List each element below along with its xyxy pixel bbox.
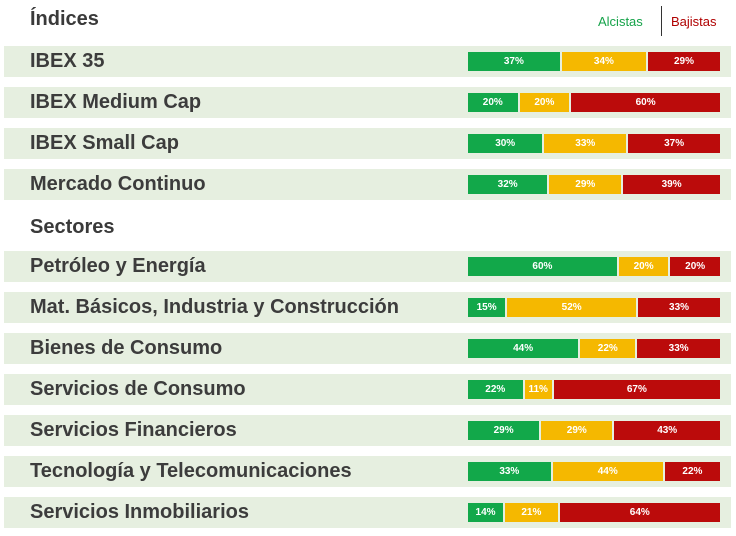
row-label: Mercado Continuo — [30, 173, 206, 195]
flat-segment: 29% — [541, 421, 613, 440]
up-segment: 22% — [468, 380, 523, 399]
down-segment: 33% — [638, 298, 720, 317]
down-segment: 29% — [648, 52, 720, 71]
breadth-row: Servicios Financieros 29% 29% 43% — [4, 415, 731, 446]
breadth-row: IBEX 35 37% 34% 29% — [4, 46, 731, 77]
row-label: Servicios Inmobiliarios — [30, 501, 249, 523]
up-segment: 29% — [468, 421, 540, 440]
stacked-bar: 22% 11% 67% — [468, 380, 720, 399]
flat-segment: 20% — [618, 257, 669, 276]
breadth-row: Mercado Continuo 32% 29% 39% — [4, 169, 731, 200]
row-label: Mat. Básicos, Industria y Construcción — [30, 296, 399, 318]
row-label: IBEX Medium Cap — [30, 91, 202, 113]
up-segment: 14% — [468, 503, 504, 522]
down-segment: 64% — [559, 503, 720, 522]
down-segment: 39% — [623, 175, 720, 194]
stacked-bar: 14% 21% 64% — [468, 503, 720, 522]
stacked-bar: 60% 20% 20% — [468, 257, 720, 276]
stacked-bar: 20% 20% 60% — [468, 93, 720, 112]
row-label: Servicios de Consumo — [30, 378, 246, 400]
row-label: Petróleo y Energía — [30, 255, 206, 277]
breadth-row: IBEX Small Cap 30% 33% 37% — [4, 128, 731, 159]
row-label: IBEX Small Cap — [30, 132, 179, 154]
up-segment: 33% — [468, 462, 551, 481]
row-label: Servicios Financieros — [30, 419, 237, 441]
stacked-bar: 37% 34% 29% — [468, 52, 720, 71]
flat-segment: 33% — [544, 134, 627, 153]
flat-segment: 34% — [561, 52, 647, 71]
breadth-row: Petróleo y Energía 60% 20% 20% — [4, 251, 731, 282]
flat-segment: 20% — [519, 93, 570, 112]
up-segment: 60% — [468, 257, 617, 276]
row-label: IBEX 35 — [30, 50, 105, 72]
up-segment: 44% — [468, 339, 579, 358]
breadth-row: Servicios Inmobiliarios 14% 21% 64% — [4, 497, 731, 528]
flat-segment: 21% — [505, 503, 558, 522]
sectors-heading: Sectores — [30, 216, 115, 238]
breadth-row: Tecnología y Telecomunicaciones 33% 44% 22% — [4, 456, 731, 487]
legend-divider — [661, 6, 662, 36]
indices-heading: Índices — [30, 8, 99, 30]
flat-segment: 29% — [549, 175, 622, 194]
flat-segment: 22% — [580, 339, 636, 358]
stacked-bar: 15% 52% 33% — [468, 298, 720, 317]
down-segment: 67% — [553, 380, 720, 399]
down-segment: 20% — [670, 257, 720, 276]
stacked-bar: 30% 33% 37% — [468, 134, 720, 153]
breadth-row: IBEX Medium Cap 20% 20% 60% — [4, 87, 731, 118]
legend-down-label: Bajistas — [671, 14, 717, 29]
up-segment: 30% — [468, 134, 543, 153]
stacked-bar: 32% 29% 39% — [468, 175, 720, 194]
flat-segment: 11% — [524, 380, 552, 399]
legend-up-label: Alcistas — [598, 14, 643, 29]
down-segment: 43% — [614, 421, 720, 440]
flat-segment: 44% — [552, 462, 663, 481]
down-segment: 33% — [637, 339, 720, 358]
stacked-bar: 29% 29% 43% — [468, 421, 720, 440]
down-segment: 37% — [628, 134, 720, 153]
up-segment: 32% — [468, 175, 548, 194]
row-label: Tecnología y Telecomunicaciones — [30, 460, 352, 482]
stacked-bar: 44% 22% 33% — [468, 339, 720, 358]
breadth-row: Mat. Básicos, Industria y Construcción 15… — [4, 292, 731, 323]
up-segment: 15% — [468, 298, 506, 317]
down-segment: 22% — [664, 462, 720, 481]
row-label: Bienes de Consumo — [30, 337, 223, 359]
stacked-bar: 33% 44% 22% — [468, 462, 720, 481]
up-segment: 37% — [468, 52, 560, 71]
down-segment: 60% — [571, 93, 720, 112]
flat-segment: 52% — [507, 298, 637, 317]
up-segment: 20% — [468, 93, 518, 112]
breadth-row: Bienes de Consumo 44% 22% 33% — [4, 333, 731, 364]
breadth-row: Servicios de Consumo 22% 11% 67% — [4, 374, 731, 405]
